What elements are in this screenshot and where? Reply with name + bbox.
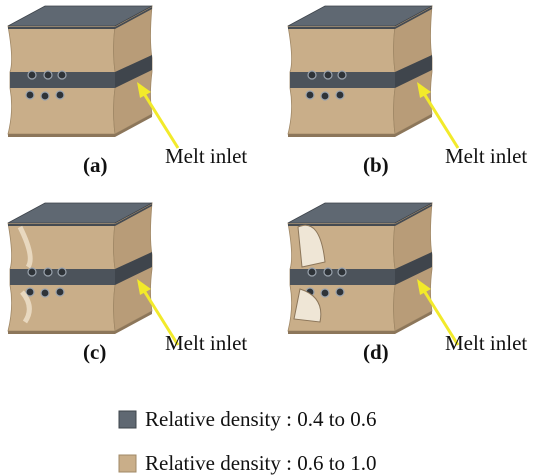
legend-swatch [119, 455, 136, 472]
block-render [288, 6, 432, 137]
panel-label: (c) [83, 340, 106, 364]
legend-label: Relative density : 0.4 to 0.6 [145, 407, 377, 431]
panel-d: (d) Melt inlet [288, 203, 527, 364]
legend-label: Relative density : 0.6 to 1.0 [145, 451, 377, 475]
panel-label: (b) [363, 153, 389, 177]
legend-swatch [119, 411, 136, 428]
legend: Relative density : 0.4 to 0.6 Relative d… [119, 407, 377, 475]
annotation: Melt inlet [165, 331, 247, 355]
panel-a: (a) Melt inlet [8, 6, 247, 177]
panel-label: (a) [83, 153, 108, 177]
panel-label: (d) [363, 340, 389, 364]
annotation: Melt inlet [445, 144, 527, 168]
panel-b: (b) Melt inlet [288, 6, 527, 177]
panel-c: (c) Melt inlet [8, 203, 247, 364]
block-render [8, 6, 152, 137]
annotation: Melt inlet [165, 144, 247, 168]
figure: (a) Melt inlet (b) Melt inlet (c) Melt i… [0, 0, 547, 476]
annotation: Melt inlet [445, 331, 527, 355]
